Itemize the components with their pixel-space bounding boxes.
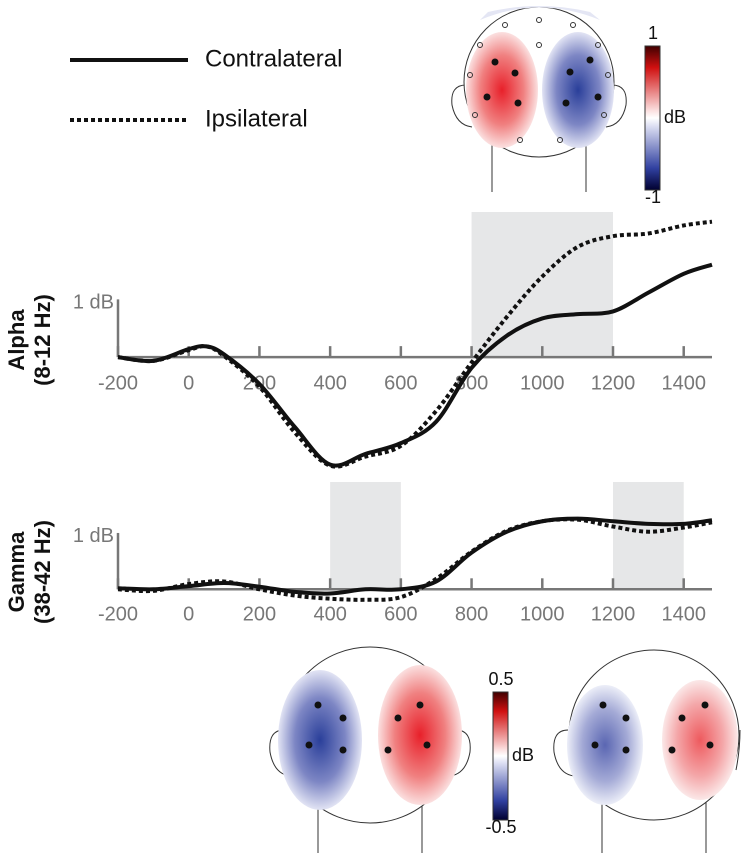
y-axis-label: Gamma xyxy=(4,531,29,612)
x-tick-label: -200 xyxy=(98,372,138,394)
y-tick-label: 1 dB xyxy=(73,525,114,547)
colorbar xyxy=(492,691,509,821)
colorbar-label: dB xyxy=(664,107,686,127)
colorbar-label: dB xyxy=(512,745,534,765)
x-tick-label: 1400 xyxy=(661,603,706,625)
topomap xyxy=(269,646,471,853)
shaded-region xyxy=(330,482,401,590)
x-tick-label: 800 xyxy=(455,603,488,625)
series-line xyxy=(117,517,713,602)
colorbar-tick-label: -0.5 xyxy=(485,817,516,837)
x-tick-label: -200 xyxy=(98,603,138,625)
topomap xyxy=(451,6,627,192)
x-tick-label: 0 xyxy=(183,603,194,625)
colorbar-tick-label: -1 xyxy=(645,187,661,207)
series-line xyxy=(117,219,713,469)
shaded-region xyxy=(613,482,684,590)
x-tick-label: 600 xyxy=(384,603,417,625)
series-line xyxy=(117,516,713,596)
legend-label: Ipsilateral xyxy=(205,105,308,132)
y-axis-label: (38-42 Hz) xyxy=(30,520,55,624)
x-tick-label: 400 xyxy=(313,372,346,394)
x-tick-label: 1200 xyxy=(591,372,636,394)
legend-label: Contralateral xyxy=(205,45,342,72)
x-tick-label: 0 xyxy=(183,372,194,394)
topomap xyxy=(553,649,741,853)
y-tick-label: 1 dB xyxy=(73,292,114,314)
x-tick-label: 600 xyxy=(384,372,417,394)
x-tick-label: 400 xyxy=(313,603,346,625)
colorbar-tick-label: 0.5 xyxy=(488,669,513,689)
x-tick-label: 200 xyxy=(243,603,276,625)
colorbar xyxy=(644,45,661,191)
x-tick-label: 1000 xyxy=(520,603,565,625)
series-line xyxy=(117,262,713,468)
x-tick-label: 1000 xyxy=(520,372,565,394)
y-axis-label: (8-12 Hz) xyxy=(30,294,55,386)
x-tick-label: 1200 xyxy=(591,603,636,625)
colorbar-tick-label: 1 xyxy=(648,23,658,43)
x-tick-label: 1400 xyxy=(661,372,706,394)
y-axis-label: Alpha xyxy=(4,309,29,371)
